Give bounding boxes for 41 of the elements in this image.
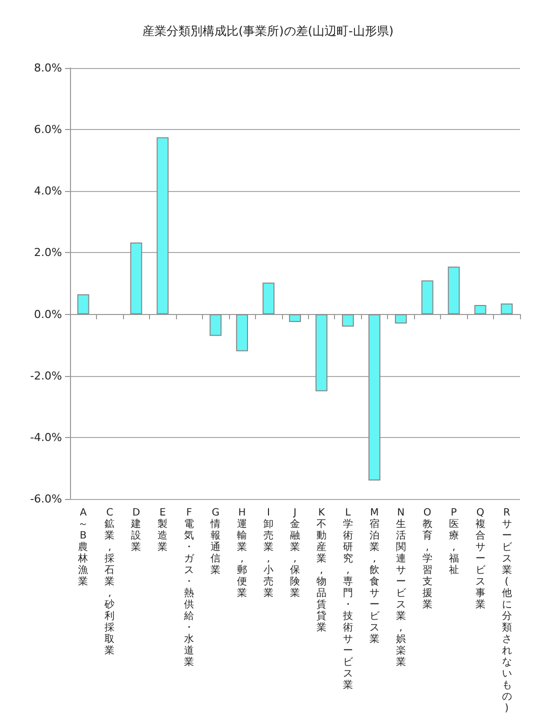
category-label: M 宿泊業, 飲食サービス業: [369, 507, 380, 645]
y-tick-label: -6.0%: [30, 492, 62, 506]
y-tick-label: 2.0%: [34, 246, 62, 260]
category-label: K 不動産業, 物品賃貸業: [316, 507, 326, 634]
bar: [394, 314, 407, 324]
x-tick-label: J 金融業, 保険業: [290, 507, 300, 599]
y-tick-label: 8.0%: [34, 62, 62, 74]
bar: [289, 314, 301, 322]
category-label: R サービス業(他に分類されないもの): [502, 507, 512, 714]
bar: [210, 314, 222, 336]
category-label: N 生活関連サービス業, 娯楽業: [396, 507, 406, 668]
y-tick-label: -4.0%: [30, 430, 62, 444]
category-label: Q 複合サービス事業: [475, 507, 486, 610]
bar: [77, 294, 90, 314]
x-tick-label: A～B 農林漁業: [77, 507, 88, 588]
bar: [474, 305, 486, 314]
x-tick-label: G 情報通信業: [210, 507, 221, 576]
bar: [236, 314, 248, 352]
bar: [448, 266, 460, 314]
bar: [262, 282, 274, 314]
y-tick-label: -2.0%: [30, 369, 62, 382]
bar: [342, 314, 354, 327]
category-label: C 鉱業, 採石業, 砂利採取業: [104, 507, 115, 656]
bar: [421, 280, 434, 314]
chart-title: 産業分類別構成比(事業所)の差(山辺町-山形県): [142, 24, 394, 38]
y-tick-label: 4.0%: [34, 184, 62, 198]
bar: [316, 314, 328, 392]
bar: [500, 304, 513, 314]
x-tick-label: E 製造業: [158, 507, 168, 553]
x-tick-label: P 医療, 福祉: [448, 507, 459, 576]
category-label: O 教育, 学習支援業: [422, 507, 432, 610]
category-label: F 電気・ガス・熱供給・水道業: [184, 507, 194, 668]
y-tick-label: 6.0%: [34, 123, 62, 136]
x-tick-label: I 卸売業, 小売業: [264, 507, 274, 599]
bar: [368, 314, 380, 481]
x-tick-label: H 運輸業, 郵便業: [237, 507, 248, 599]
bar: [130, 242, 142, 314]
x-tick-label: D 建設業: [130, 507, 142, 553]
bar: [156, 137, 169, 314]
category-label: L 学術研究, 専門・技術サービス業: [342, 507, 353, 691]
y-tick-label: 0.0%: [34, 308, 62, 321]
